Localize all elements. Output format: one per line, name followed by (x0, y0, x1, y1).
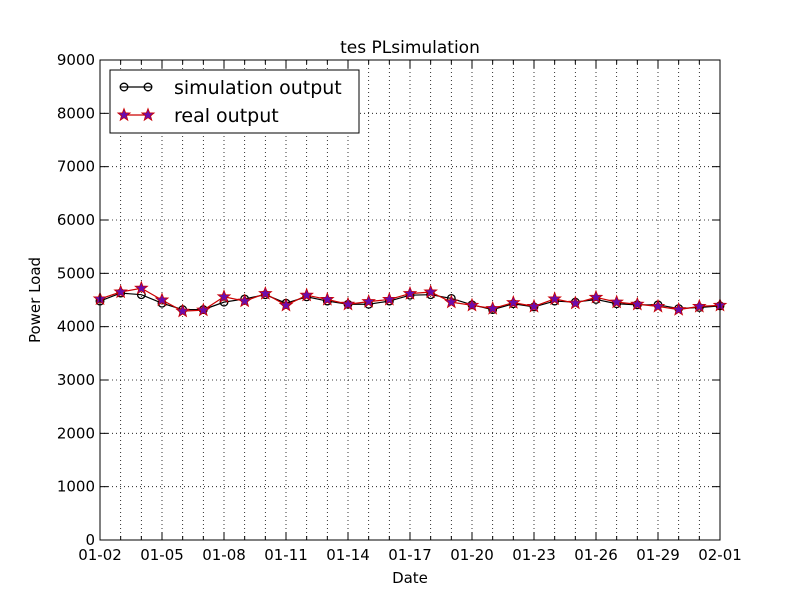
x-tick-label: 01-14 (326, 546, 370, 564)
y-tick-label: 0 (85, 531, 95, 549)
data-point-real-output (382, 291, 397, 306)
chart-title: tes PLsimulation (340, 38, 480, 58)
data-point-real-output (650, 298, 666, 313)
data-point-real-output (671, 301, 686, 316)
data-point-real-output (299, 287, 314, 302)
tick-layer: 01-02 01-05 01-08 01-11 01-14 01-17 01-20 01-23… (57, 51, 742, 564)
x-tick-label: 01-20 (450, 546, 494, 564)
x-tick-label: 01-02 (78, 546, 122, 564)
data-point-real-output (340, 296, 356, 311)
x-tick-label: 01-05 (140, 546, 184, 564)
y-tick-label: 3000 (57, 371, 95, 389)
legend-marker-simulation-output (143, 82, 153, 92)
data-point-real-output (506, 295, 521, 309)
y-tick-label: 2000 (57, 424, 95, 442)
y-tick-label: 4000 (57, 318, 95, 336)
legend-label-real-output: real output (174, 105, 279, 127)
y-tick-label: 1000 (57, 478, 95, 496)
data-point-real-output (692, 298, 707, 313)
legend-marker-real-output (140, 107, 156, 122)
legend-label-simulation-output: simulation output (174, 77, 342, 99)
legend-box (109, 69, 360, 134)
x-tick-label: 01-23 (512, 546, 556, 564)
data-point-real-output (547, 291, 562, 306)
data-point-real-output (444, 294, 459, 309)
x-tick-label: 01-26 (574, 546, 618, 564)
data-point-real-output (216, 289, 232, 303)
data-point-real-output (588, 289, 604, 304)
data-point-real-output (154, 292, 170, 307)
data-point-real-output (361, 293, 376, 308)
data-point-real-output (134, 280, 149, 295)
data-point-real-output (526, 298, 542, 313)
x-tick-label: 01-11 (264, 546, 308, 564)
data-point-real-output (196, 302, 211, 317)
legend-marker-simulation-output (119, 82, 129, 92)
data-point-real-output (278, 297, 294, 312)
x-axis-label: Date (392, 569, 428, 587)
data-point-real-output (320, 291, 335, 306)
x-tick-label: 01-17 (388, 546, 432, 564)
data-point-real-output (609, 294, 624, 309)
y-tick-label: 9000 (57, 51, 95, 69)
x-tick-label: 02-01 (698, 546, 742, 564)
x-tick-label: 01-29 (636, 546, 680, 564)
data-point-real-output (568, 295, 583, 310)
data-point-real-output (237, 293, 252, 308)
x-tick-label: 01-08 (202, 546, 246, 564)
data-point-real-output (464, 297, 480, 312)
legend-entries: simulation output real output (116, 77, 342, 127)
legend-marker-real-output (116, 107, 132, 122)
legend: simulation output real output (109, 69, 360, 134)
data-point-real-output (485, 300, 500, 315)
y-tick-label: 6000 (57, 211, 95, 229)
y-axis-label: Power Load (26, 257, 44, 343)
y-tick-label: 5000 (57, 264, 95, 282)
data-point-real-output (175, 303, 190, 318)
data-point-real-output (258, 285, 273, 300)
data-point-real-output (113, 284, 128, 299)
data-point-real-output (630, 296, 645, 311)
y-tick-label: 8000 (57, 104, 95, 122)
y-tick-label: 7000 (57, 158, 95, 176)
series-layer (92, 280, 728, 318)
data-point-real-output (423, 284, 438, 299)
data-point-real-output (402, 285, 418, 300)
